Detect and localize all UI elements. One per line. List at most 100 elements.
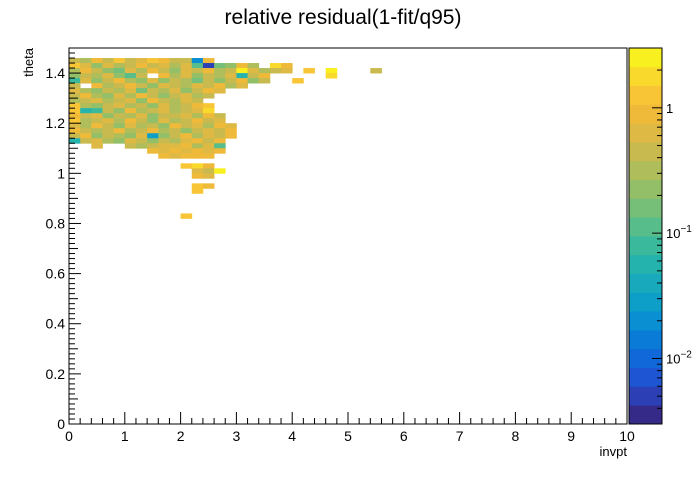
heatmap-cell	[202, 143, 215, 149]
heatmap-cell	[113, 118, 126, 124]
heatmap-cell	[191, 188, 204, 194]
heatmap-cell	[191, 83, 204, 89]
heatmap-cell	[169, 68, 181, 74]
heatmap-cell	[102, 73, 115, 79]
heatmap-cell	[281, 63, 293, 69]
heatmap-cell	[169, 108, 181, 114]
heatmap-cell	[191, 153, 204, 159]
heatmap-cell	[169, 153, 181, 159]
colorbar-segment	[629, 198, 662, 218]
heatmap-cell	[147, 113, 159, 119]
heatmap-cell	[202, 148, 215, 154]
heatmap-cell	[147, 148, 159, 154]
heatmap-cell	[202, 73, 215, 79]
heatmap-cell	[180, 63, 193, 69]
heatmap-cell	[113, 93, 126, 99]
heatmap-cell	[147, 88, 159, 94]
y-tick-label: 0.6	[46, 266, 66, 282]
heatmap-cell	[158, 108, 170, 114]
heatmap-cell	[135, 123, 148, 129]
colorbar-tick-label: 1	[666, 101, 673, 116]
heatmap-cell	[124, 143, 137, 149]
heatmap-cell	[69, 73, 81, 79]
heatmap-cell	[169, 83, 181, 89]
heatmap-cell	[169, 148, 181, 154]
heatmap-cell	[269, 68, 282, 74]
heatmap-cell	[169, 133, 181, 139]
heatmap-cell	[180, 98, 193, 104]
heatmap-cell	[281, 68, 293, 74]
heatmap-cell	[147, 63, 159, 69]
heatmap-cell	[202, 83, 215, 89]
heatmap-cell	[202, 68, 215, 74]
heatmap-cell	[191, 73, 204, 79]
colorbar-segment	[629, 386, 662, 406]
colorbar-segment	[629, 311, 662, 331]
heatmap-cell	[69, 83, 81, 89]
heatmap-cell	[158, 63, 170, 69]
heatmap-cell	[158, 153, 170, 159]
heatmap-cell	[169, 113, 181, 119]
heatmap-cell	[135, 63, 148, 69]
heatmap-cell	[225, 133, 237, 139]
heatmap-cell	[124, 113, 137, 119]
heatmap-cell	[113, 108, 126, 114]
heatmap-cell	[214, 143, 226, 149]
heatmap-cell	[91, 133, 103, 139]
heatmap-cell	[180, 78, 193, 84]
heatmap-cell	[169, 88, 181, 94]
colorbar-segment	[629, 48, 662, 68]
x-tick-label: 8	[512, 428, 520, 444]
heatmap-cell	[69, 63, 81, 69]
heatmap-cell	[102, 103, 115, 109]
heatmap-cell	[158, 133, 170, 139]
heatmap-cell	[191, 58, 204, 64]
heatmap-cell	[169, 103, 181, 109]
heatmap-cell	[102, 113, 115, 119]
heatmap-cell	[191, 128, 204, 134]
heatmap-cell	[180, 138, 193, 144]
colorbar-segment	[629, 123, 662, 143]
heatmap-cell	[202, 103, 215, 109]
heatmap-cell	[180, 123, 193, 129]
colorbar-segment	[629, 292, 662, 312]
heatmap-cell	[80, 98, 92, 104]
heatmap-cell	[158, 143, 170, 149]
heatmap-cell	[80, 113, 92, 119]
heatmap-cell	[147, 68, 159, 74]
heatmap-cell	[113, 83, 126, 89]
heatmap-cell	[180, 128, 193, 134]
x-tick-label: 2	[177, 428, 185, 444]
heatmap-cell	[113, 63, 126, 69]
heatmap-cell	[135, 93, 148, 99]
heatmap-cell	[124, 93, 137, 99]
heatmap-cell	[191, 163, 204, 169]
x-tick-label: 3	[233, 428, 241, 444]
heatmap-cell	[191, 133, 204, 139]
heatmap-cell	[180, 143, 193, 149]
heatmap-cell	[225, 83, 237, 89]
heatmap-cell	[191, 78, 204, 84]
heatmap-cell	[180, 108, 193, 114]
heatmap-cell	[214, 138, 226, 144]
heatmap-cell	[214, 88, 226, 94]
heatmap-cell	[124, 58, 137, 64]
heatmap-cell	[180, 58, 193, 64]
colorbar-frame	[628, 47, 663, 425]
heatmap-cell	[113, 98, 126, 104]
heatmap-cell	[169, 63, 181, 69]
heatmap-cell	[169, 118, 181, 124]
heatmap-cell	[69, 138, 81, 144]
heatmap-cell	[69, 78, 81, 84]
heatmap-cell	[91, 88, 103, 94]
x-tick-label: 5	[344, 428, 352, 444]
heatmap-cell	[135, 128, 148, 134]
heatmap-cell	[236, 68, 248, 74]
heatmap-cell	[147, 118, 159, 124]
x-tick-label: 1	[121, 428, 129, 444]
heatmap-cell	[202, 118, 215, 124]
heatmap-cell	[80, 138, 92, 144]
heatmap-cell	[135, 68, 148, 74]
heatmap-cell	[225, 78, 237, 84]
heatmap-cell	[69, 88, 81, 94]
